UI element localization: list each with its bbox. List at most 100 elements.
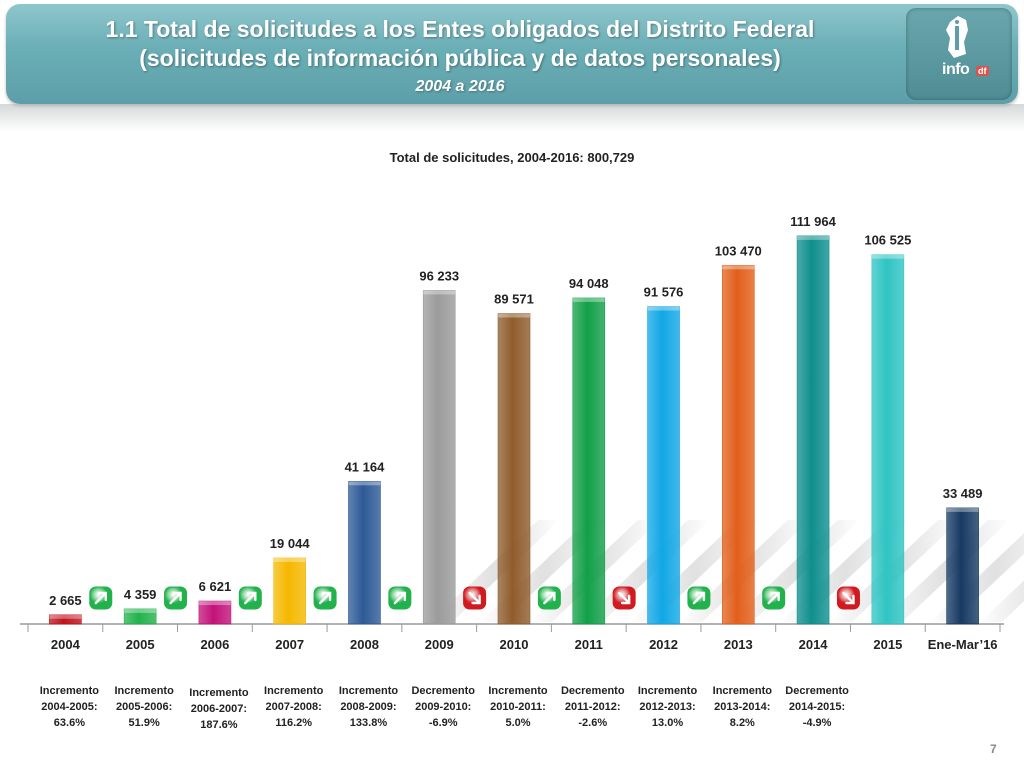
bar-2005 [123, 608, 157, 625]
change-annotation: Incremento [40, 685, 100, 697]
change-annotation: Incremento [115, 685, 175, 697]
bar-2014 [796, 235, 830, 625]
bar-cap [423, 290, 456, 295]
change-annotation: 2006-2007: [191, 703, 247, 715]
arrow-up-icon [762, 586, 786, 610]
x-tick-label: 2004 [51, 637, 81, 652]
data-label: 2 665 [49, 593, 82, 608]
page-number: 7 [990, 742, 997, 756]
bar-2009 [422, 290, 456, 625]
header-band [6, 4, 1018, 104]
bar-2006 [198, 600, 232, 625]
bar-Ene-Mar’16 [946, 507, 979, 625]
data-label: 41 164 [345, 459, 386, 474]
decorative-shadow [980, 580, 1024, 622]
bar-cap [647, 306, 680, 311]
change-annotation: -2.6% [578, 717, 607, 729]
header-shadow [0, 104, 1024, 132]
data-label: 4 359 [124, 587, 157, 602]
arrow-up-icon [89, 586, 113, 610]
change-annotation: Decremento [561, 685, 625, 697]
page-title: 1.1 Total de solicitudes a los Entes obl… [105, 16, 815, 42]
change-annotation: Decremento [785, 685, 849, 697]
bar-cap [273, 557, 306, 562]
change-annotation: 2005-2006: [116, 701, 172, 713]
x-tick-label: 2010 [500, 637, 529, 652]
change-annotation: 63.6% [54, 717, 85, 729]
change-annotation: Incremento [713, 685, 773, 697]
data-label: 103 470 [715, 243, 762, 258]
x-tick-label: Ene-Mar’16 [928, 637, 998, 652]
x-tick-label: 2013 [724, 637, 753, 652]
change-annotation: 5.0% [505, 717, 530, 729]
arrow-down-icon [836, 586, 860, 610]
x-tick-label: 2009 [425, 637, 454, 652]
bar-cap [348, 481, 381, 486]
logo: info df [906, 8, 1012, 100]
bar-cap [946, 507, 979, 512]
change-annotation: 116.2% [275, 717, 312, 729]
x-tick-label: 2005 [126, 637, 155, 652]
data-label: 33 489 [943, 486, 983, 501]
change-annotation: 187.6% [200, 719, 238, 731]
bar-cap [198, 601, 231, 606]
change-annotation: 8.2% [730, 717, 755, 729]
change-annotation: 13.0% [652, 717, 683, 729]
change-annotation: 133.8% [350, 717, 388, 729]
data-label: 96 233 [419, 268, 459, 283]
data-label: 91 576 [644, 285, 684, 300]
logo-emblem-icon [946, 16, 968, 58]
arrow-up-icon [687, 586, 711, 610]
bar-2010 [497, 313, 531, 625]
arrow-up-icon [238, 586, 262, 610]
x-tick-label: 2011 [575, 637, 603, 652]
x-tick-label: 2007 [275, 637, 304, 652]
bar-cap [498, 313, 530, 318]
x-tick-label: 2006 [200, 637, 229, 652]
change-annotation: 2008-2009: [340, 701, 396, 713]
change-annotation: Incremento [189, 687, 249, 699]
data-label: 94 048 [569, 276, 609, 291]
bar-2013 [722, 265, 755, 625]
change-annotation: 2010-2011: [490, 701, 546, 713]
data-label: 19 044 [270, 536, 311, 551]
data-label: 106 525 [864, 233, 911, 248]
bar-cap [722, 265, 755, 270]
change-annotation: 2014-2015: [789, 701, 845, 713]
change-annotation: 2007-2008: [266, 701, 322, 713]
change-annotation: Decremento [411, 685, 475, 697]
change-annotation: 2009-2010: [415, 701, 471, 713]
x-tick-label: 2012 [649, 637, 678, 652]
bar-2012 [647, 306, 680, 625]
bar-cap [871, 254, 904, 259]
x-tick-label: 2008 [350, 637, 379, 652]
change-annotation: -4.9% [803, 717, 832, 729]
arrow-up-icon [537, 586, 561, 610]
chart-title: Total de solicitudes, 2004-2016: 800,729 [389, 150, 635, 165]
arrow-up-icon [164, 586, 188, 610]
change-annotation: Incremento [638, 685, 698, 697]
bar-cap [572, 297, 605, 302]
bar-2007 [273, 557, 306, 625]
arrow-up-icon [313, 586, 337, 610]
page-subtitle: 2004 a 2016 [415, 78, 505, 95]
change-annotation: Incremento [488, 685, 548, 697]
page-title-line-2: (solicitudes de información pública y de… [139, 45, 781, 71]
x-tick-label: 2014 [799, 637, 829, 652]
change-annotation: 2012-2013: [639, 701, 695, 713]
bar-2008 [348, 480, 381, 625]
bar-2004 [49, 614, 82, 625]
change-annotation: 2013-2014: [714, 701, 770, 713]
x-tick-label: 2015 [873, 637, 902, 652]
change-annotation: -6.9% [429, 717, 458, 729]
bar-2011 [572, 297, 606, 625]
bar-cap [124, 608, 157, 613]
bar-cap [797, 235, 830, 240]
data-label: 6 621 [199, 579, 232, 594]
bar-cap [49, 614, 82, 619]
logo-small-text: df [976, 66, 989, 76]
arrow-down-icon [612, 586, 636, 610]
decorative-shadow [930, 533, 1024, 622]
arrow-down-icon [463, 586, 487, 610]
